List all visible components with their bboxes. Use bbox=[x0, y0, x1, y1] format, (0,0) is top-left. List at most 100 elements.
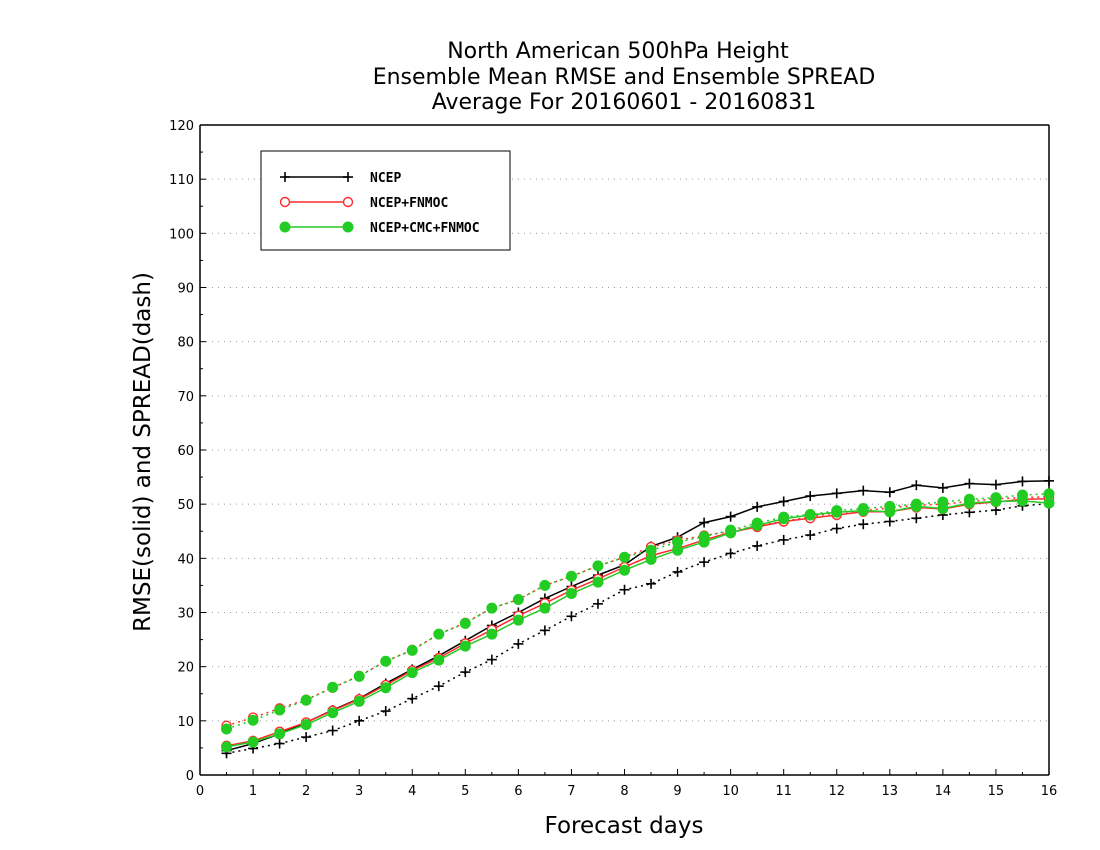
title-line-2: Ensemble Mean RMSE and Ensemble SPREAD bbox=[373, 65, 876, 90]
ncep-cmc-fnmoc-spread-point bbox=[433, 628, 445, 640]
ncep-spread-point bbox=[354, 715, 365, 726]
ncep-cmc-fnmoc-rmse-point bbox=[645, 553, 657, 565]
ncep-cmc-fnmoc-rmse-point bbox=[300, 719, 312, 731]
ncep-rmse-point bbox=[805, 491, 816, 502]
ncep-rmse-point bbox=[911, 480, 922, 491]
x-tick-label: 12 bbox=[828, 784, 845, 799]
x-axis-ticks: 0 1 2 3 4 5 6 7 8 9 10 11 12 13 14 15 16 bbox=[196, 769, 1057, 799]
ncep-rmse-point bbox=[831, 488, 842, 499]
ncep-spread-point bbox=[805, 530, 816, 541]
y-tick-label: 10 bbox=[177, 715, 194, 730]
ncep-spread-point bbox=[619, 584, 630, 595]
ncep-cmc-fnmoc-rmse-point bbox=[353, 695, 365, 707]
ncep-rmse-point bbox=[778, 496, 789, 507]
ncep-cmc-fnmoc-spread-point bbox=[380, 655, 392, 667]
legend-label: NCEP+FNMOC bbox=[370, 196, 448, 211]
ncep-cmc-fnmoc-rmse-point bbox=[619, 564, 630, 576]
ncep-spread-point bbox=[858, 519, 869, 530]
x-axis-label: Forecast days bbox=[545, 813, 704, 839]
y-tick-label: 40 bbox=[177, 552, 194, 567]
ncep-spread-point bbox=[752, 540, 763, 551]
ncep-fnmoc-spread-line bbox=[226, 495, 1050, 727]
ncep-cmc-fnmoc-rmse-point bbox=[751, 519, 763, 531]
ncep-rmse-point bbox=[1044, 475, 1054, 486]
ncep-cmc-fnmoc-spread-point bbox=[221, 723, 233, 735]
ncep-cmc-fnmoc-rmse-point bbox=[963, 497, 975, 509]
ncep-cmc-fnmoc-spread-point bbox=[539, 579, 551, 591]
ncep-cmc-fnmoc-spread-point bbox=[459, 617, 471, 629]
ncep-cmc-fnmoc-spread-point bbox=[327, 681, 339, 693]
series-ncep-cmc-fnmoc bbox=[221, 488, 1055, 753]
ncep-cmc-fnmoc-spread-point bbox=[565, 570, 577, 582]
ncep-cmc-fnmoc-spread-point bbox=[592, 560, 604, 572]
ncep-cmc-fnmoc-rmse-point bbox=[539, 602, 551, 614]
x-tick-label: 14 bbox=[935, 784, 952, 799]
y-tick-label: 120 bbox=[169, 119, 194, 134]
legend-label: NCEP+CMC+FNMOC bbox=[370, 221, 480, 236]
legend-box bbox=[260, 150, 511, 251]
gridlines bbox=[200, 178, 1049, 722]
ncep-cmc-fnmoc-rmse-point bbox=[884, 506, 896, 518]
legend-marker bbox=[279, 196, 291, 208]
ncep-cmc-fnmoc-spread-point bbox=[353, 670, 365, 682]
ncep-rmse-point bbox=[1017, 476, 1028, 487]
ncep-cmc-fnmoc-rmse-point bbox=[831, 506, 843, 518]
ncep-spread-point bbox=[539, 625, 550, 636]
y-tick-label: 80 bbox=[177, 336, 194, 351]
x-tick-label: 1 bbox=[249, 784, 257, 799]
ncep-cmc-fnmoc-rmse-point bbox=[1043, 497, 1055, 509]
legend-marker bbox=[280, 172, 290, 182]
ncep-spread-point bbox=[672, 566, 683, 577]
ncep-cmc-fnmoc-rmse-point bbox=[247, 736, 259, 748]
x-tick-label: 10 bbox=[722, 784, 739, 799]
ncep-cmc-fnmoc-rmse-point bbox=[990, 495, 1002, 507]
ncep-fnmoc-rmse-line bbox=[226, 498, 1050, 747]
ncep-rmse-point bbox=[699, 517, 710, 528]
ncep-cmc-fnmoc-rmse-point bbox=[1016, 495, 1028, 507]
x-tick-label: 3 bbox=[355, 784, 363, 799]
ncep-rmse-line bbox=[226, 480, 1050, 752]
ncep-spread-point bbox=[380, 706, 391, 717]
y-tick-label: 20 bbox=[177, 661, 194, 676]
ncep-cmc-fnmoc-rmse-point bbox=[937, 503, 949, 514]
ncep-spread-point bbox=[725, 548, 736, 559]
ncep-cmc-fnmoc-rmse-line bbox=[226, 500, 1050, 748]
legend-marker bbox=[279, 221, 291, 233]
ncep-spread-point bbox=[274, 738, 285, 749]
ncep-spread-point bbox=[566, 611, 577, 622]
ncep-cmc-fnmoc-spread-point bbox=[274, 704, 286, 716]
ncep-spread-point bbox=[831, 523, 842, 534]
ncep-cmc-fnmoc-rmse-point bbox=[459, 640, 471, 652]
ncep-cmc-fnmoc-rmse-point bbox=[804, 509, 816, 521]
ncep-rmse-point bbox=[884, 487, 895, 498]
chart-title: North American 500hPa Height Ensemble Me… bbox=[373, 39, 876, 115]
ncep-rmse-point bbox=[725, 511, 736, 522]
ncep-cmc-fnmoc-rmse-point bbox=[327, 707, 339, 719]
ncep-spread-point bbox=[884, 516, 895, 527]
x-tick-label: 2 bbox=[302, 784, 310, 799]
x-tick-label: 16 bbox=[1041, 784, 1058, 799]
ncep-spread-line bbox=[226, 502, 1050, 755]
ncep-cmc-fnmoc-rmse-point bbox=[592, 576, 604, 588]
ncep-spread-point bbox=[327, 725, 338, 736]
y-tick-label: 0 bbox=[186, 769, 194, 784]
ncep-spread-point bbox=[460, 667, 471, 678]
ncep-cmc-fnmoc-rmse-point bbox=[274, 728, 286, 740]
ncep-cmc-fnmoc-rmse-point bbox=[672, 544, 684, 556]
ncep-cmc-fnmoc-rmse-point bbox=[486, 628, 498, 640]
y-tick-label: 30 bbox=[177, 607, 194, 622]
x-tick-label: 11 bbox=[775, 784, 792, 799]
ncep-rmse-point bbox=[990, 479, 1001, 490]
ncep-spread-point bbox=[513, 638, 524, 649]
y-axis-label: RMSE(solid) and SPREAD(dash) bbox=[130, 272, 156, 632]
x-tick-label: 13 bbox=[882, 784, 899, 799]
ncep-cmc-fnmoc-rmse-point bbox=[778, 513, 790, 525]
ncep-cmc-fnmoc-spread-point bbox=[486, 602, 498, 614]
y-tick-label: 70 bbox=[177, 390, 194, 405]
series-ncep bbox=[221, 475, 1054, 759]
x-tick-label: 6 bbox=[514, 784, 522, 799]
legend: NCEP NCEP+FNMOC NCEP+CMC+FNMOC bbox=[260, 150, 511, 251]
ncep-cmc-fnmoc-spread-line bbox=[226, 493, 1050, 730]
y-axis-ticks: 0 10 20 30 40 50 60 70 80 90 100 110 120 bbox=[169, 119, 206, 784]
ncep-cmc-fnmoc-rmse-point bbox=[380, 682, 392, 694]
